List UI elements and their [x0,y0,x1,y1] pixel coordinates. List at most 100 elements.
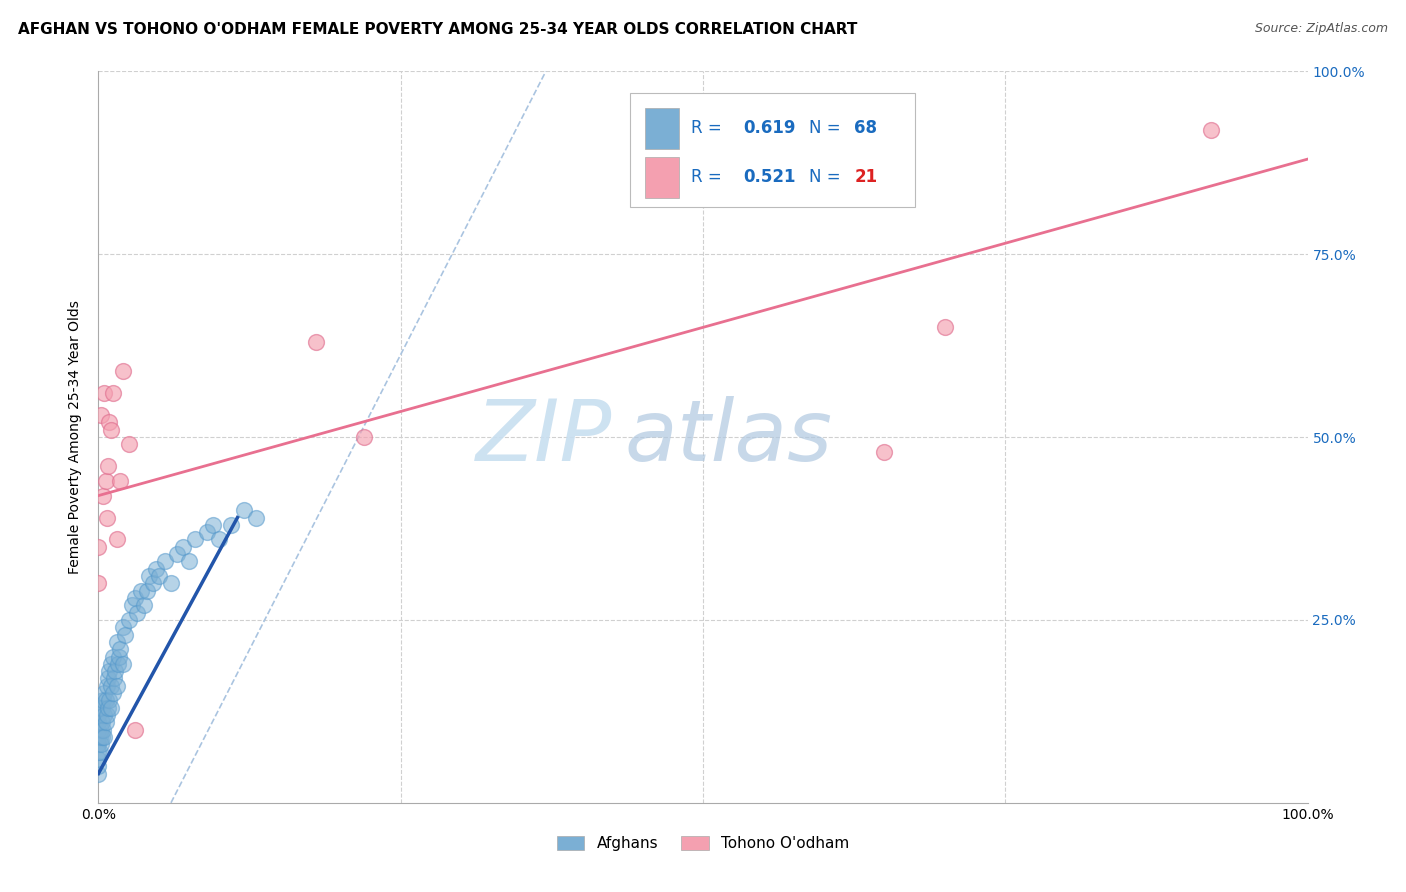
Point [105,679,128,693]
Point [94,715,117,730]
Point [91,489,114,503]
Point [111,657,134,671]
Point [96,708,118,723]
Point [87,737,110,751]
Point [104,664,127,678]
Point [100,700,122,714]
Point [107,657,129,671]
Text: ZIP: ZIP [477,395,613,479]
Point [202,517,225,532]
Point [87,715,110,730]
Point [232,503,254,517]
Point [114,627,136,641]
Point [93,386,115,401]
Point [97,459,120,474]
Point [111,364,134,378]
Point [91,693,114,707]
Point [184,533,207,547]
Text: 68: 68 [855,120,877,137]
Point [160,576,183,591]
Point [105,635,128,649]
Point [97,700,120,714]
Point [121,599,143,613]
Text: 0.619: 0.619 [742,120,796,137]
Point [195,525,218,540]
Bar [645,157,679,197]
Point [873,444,896,458]
Point [98,416,121,430]
Point [101,649,124,664]
Point [94,693,117,707]
Point [138,569,160,583]
Point [91,700,114,714]
Point [135,583,157,598]
Y-axis label: Female Poverty Among 25-34 Year Olds: Female Poverty Among 25-34 Year Olds [69,300,83,574]
Point [96,679,118,693]
Point [100,423,122,437]
Point [87,745,110,759]
Point [90,737,112,751]
Point [91,730,114,744]
Text: N =: N = [810,120,846,137]
Point [93,730,115,744]
Point [108,642,131,657]
Point [305,334,328,349]
Point [87,759,110,773]
Point [90,723,112,737]
Point [100,679,122,693]
Point [118,613,141,627]
Point [87,708,110,723]
Point [93,686,115,700]
Point [93,708,115,723]
Point [87,730,110,744]
Point [166,547,188,561]
Point [89,730,111,744]
Point [98,664,121,678]
Point [89,745,111,759]
Point [87,766,110,780]
Point [108,649,131,664]
Text: atlas: atlas [624,395,832,479]
Point [142,576,165,591]
Point [172,540,194,554]
Text: N =: N = [810,169,846,186]
Point [134,599,156,613]
Point [124,723,146,737]
Point [87,700,110,714]
Point [245,510,267,524]
Point [96,510,118,524]
Bar [645,108,679,149]
FancyBboxPatch shape [630,94,915,207]
Point [179,554,201,568]
Point [148,569,170,583]
Point [91,723,114,737]
Point [97,672,120,686]
Point [129,583,152,598]
Point [87,752,110,766]
Point [91,715,114,730]
Point [101,686,124,700]
Text: AFGHAN VS TOHONO O'ODHAM FEMALE POVERTY AMONG 25-34 YEAR OLDS CORRELATION CHART: AFGHAN VS TOHONO O'ODHAM FEMALE POVERTY … [18,22,858,37]
Point [934,320,956,334]
Point [208,533,231,547]
Point [87,540,110,554]
Point [127,606,149,620]
Point [100,657,122,671]
Point [94,474,117,488]
Point [105,533,128,547]
Point [90,408,112,422]
Point [87,576,110,591]
Point [153,554,176,568]
Point [101,386,124,401]
Text: R =: R = [690,169,727,186]
Point [118,437,141,451]
Text: R =: R = [690,120,727,137]
Point [103,672,125,686]
Point [108,474,131,488]
Point [111,620,134,634]
Point [1199,123,1222,137]
Text: 0.521: 0.521 [742,169,796,186]
Point [87,723,110,737]
Text: 21: 21 [855,169,877,186]
Point [145,562,167,576]
